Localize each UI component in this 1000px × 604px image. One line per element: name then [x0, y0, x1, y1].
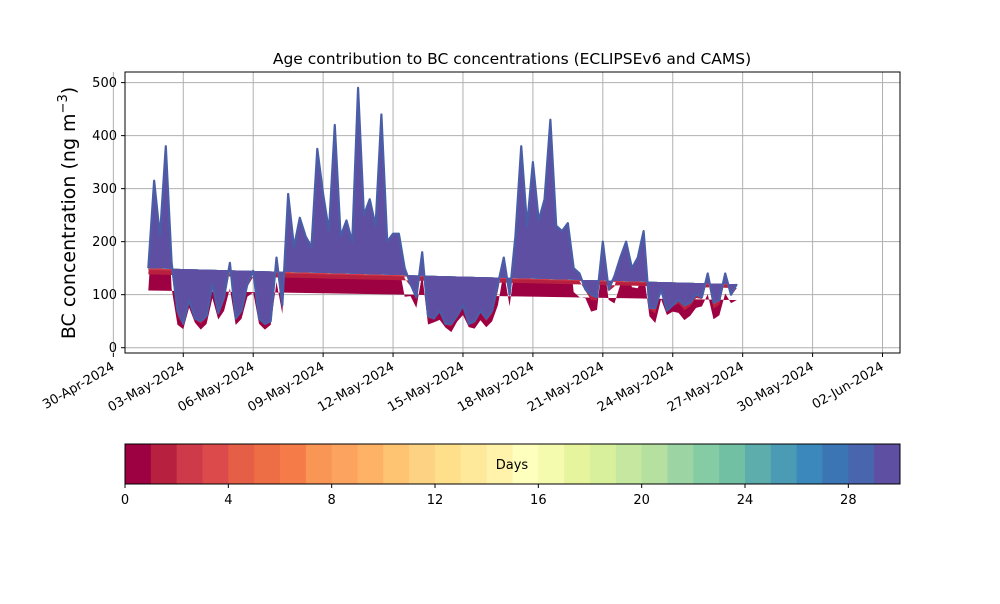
- y-axis-label: BC concentration (ng m−3): [56, 87, 80, 339]
- colorbar-swatch: [590, 444, 617, 484]
- colorbar-tick-label: 20: [633, 493, 650, 508]
- colorbar-swatch: [357, 444, 384, 484]
- plot-area: 010020030040050030-Apr-202403-May-202406…: [40, 71, 901, 415]
- colorbar-swatch: [305, 444, 333, 484]
- colorbar-swatch: [538, 444, 565, 484]
- colorbar: 0 4 8 12 16 20 24 28: [121, 443, 901, 508]
- y-tick-label: 500: [92, 76, 117, 91]
- colorbar-tick-label: 28: [840, 493, 857, 508]
- colorbar-tick-label: 0: [121, 493, 129, 508]
- colorbar-swatch: [796, 444, 823, 484]
- colorbar-swatch: [460, 444, 488, 484]
- y-tick-label: 200: [92, 235, 117, 250]
- colorbar-tick-label: 8: [328, 493, 336, 508]
- age-band-day-29: [148, 87, 737, 324]
- colorbar-tick-label: 24: [737, 493, 754, 508]
- age-band-day-0: [148, 137, 737, 332]
- colorbar-frame: [124, 443, 901, 485]
- colorbar-swatch: [770, 444, 798, 484]
- colorbar-swatch: [409, 444, 436, 484]
- colorbar-swatch: [564, 444, 591, 484]
- y-tick-label: 400: [92, 129, 117, 144]
- colorbar-swatch: [719, 444, 746, 484]
- colorbar-swatch: [512, 444, 539, 484]
- colorbar-swatch: [176, 444, 203, 484]
- colorbar-swatch: [254, 444, 281, 484]
- age-bands: [148, 87, 737, 332]
- plot-frame: [124, 71, 901, 354]
- colorbar-swatch: [280, 444, 307, 484]
- total-concentration-line: [147, 86, 738, 325]
- colorbar-swatch: [331, 444, 358, 484]
- colorbar-swatch: [228, 444, 255, 484]
- colorbar-swatch: [202, 444, 229, 484]
- colorbar-tick-label: 16: [530, 493, 547, 508]
- colorbar-swatch: [435, 444, 462, 484]
- y-tick-label: 100: [92, 288, 117, 303]
- y-axis-label-text: BC concentration (ng m: [58, 113, 80, 339]
- colorbar-swatch: [822, 444, 849, 484]
- y-tick-label: 300: [92, 182, 117, 197]
- colorbar-swatch: [150, 444, 178, 484]
- colorbar-tick-label: 4: [224, 493, 232, 508]
- colorbar-swatch: [848, 444, 875, 484]
- colorbar-swatch: [667, 444, 694, 484]
- y-axis-label-close: ): [58, 87, 80, 94]
- chart-title: Age contribution to BC concentrations (E…: [273, 50, 751, 68]
- colorbar-swatch: [693, 444, 720, 484]
- colorbar-swatch: [486, 444, 513, 484]
- colorbar-swatch: [745, 444, 772, 484]
- colorbar-swatch: [383, 444, 410, 484]
- colorbar-swatch: [615, 444, 643, 484]
- colorbar-swatch: [125, 444, 152, 484]
- colorbar-swatch: [641, 444, 668, 484]
- colorbar-label: Days: [496, 458, 529, 473]
- y-axis-label-exponent: −3: [56, 94, 71, 113]
- colorbar-tick-label: 12: [427, 493, 444, 508]
- colorbar-swatch: [874, 444, 901, 484]
- y-tick-label: 0: [109, 341, 117, 356]
